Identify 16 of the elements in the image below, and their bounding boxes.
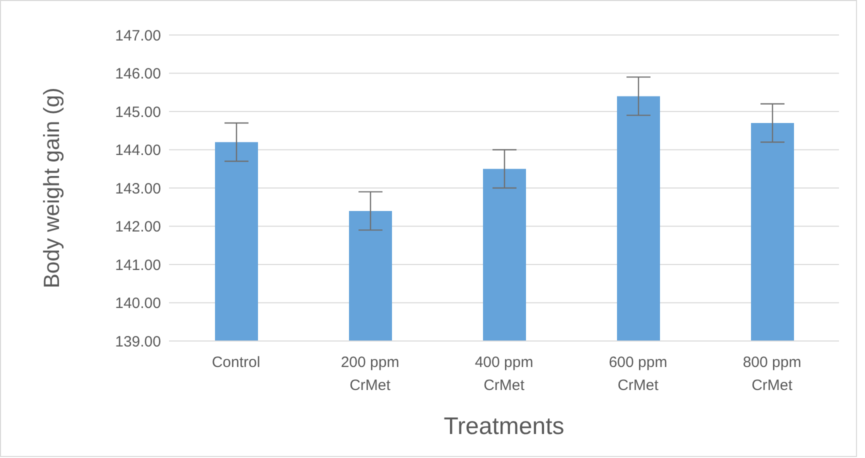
- y-tick-label: 139.00: [115, 333, 161, 350]
- y-tick-label: 147.00: [115, 27, 161, 44]
- y-tick-label: 146.00: [115, 66, 161, 83]
- x-tick-label: 800 ppm CrMet: [742, 354, 802, 394]
- y-tick-label: 143.00: [115, 180, 161, 198]
- y-axis-title: Body weight gain (g): [38, 88, 64, 288]
- x-tick-label: 600 ppm CrMet: [608, 354, 668, 394]
- x-tick-label: Control: [212, 354, 260, 371]
- y-tick-label: 145.00: [115, 104, 161, 121]
- y-tick-label: 140.00: [115, 295, 161, 312]
- x-tick-label: 400 ppm CrMet: [474, 354, 534, 394]
- y-tick-label: 142.00: [115, 218, 161, 236]
- y-tick-label: 144.00: [115, 142, 161, 160]
- y-tick-label: 141.00: [115, 256, 161, 274]
- x-tick-label: 200 ppm CrMet: [340, 354, 400, 394]
- x-axis-title: Treatments: [444, 413, 564, 440]
